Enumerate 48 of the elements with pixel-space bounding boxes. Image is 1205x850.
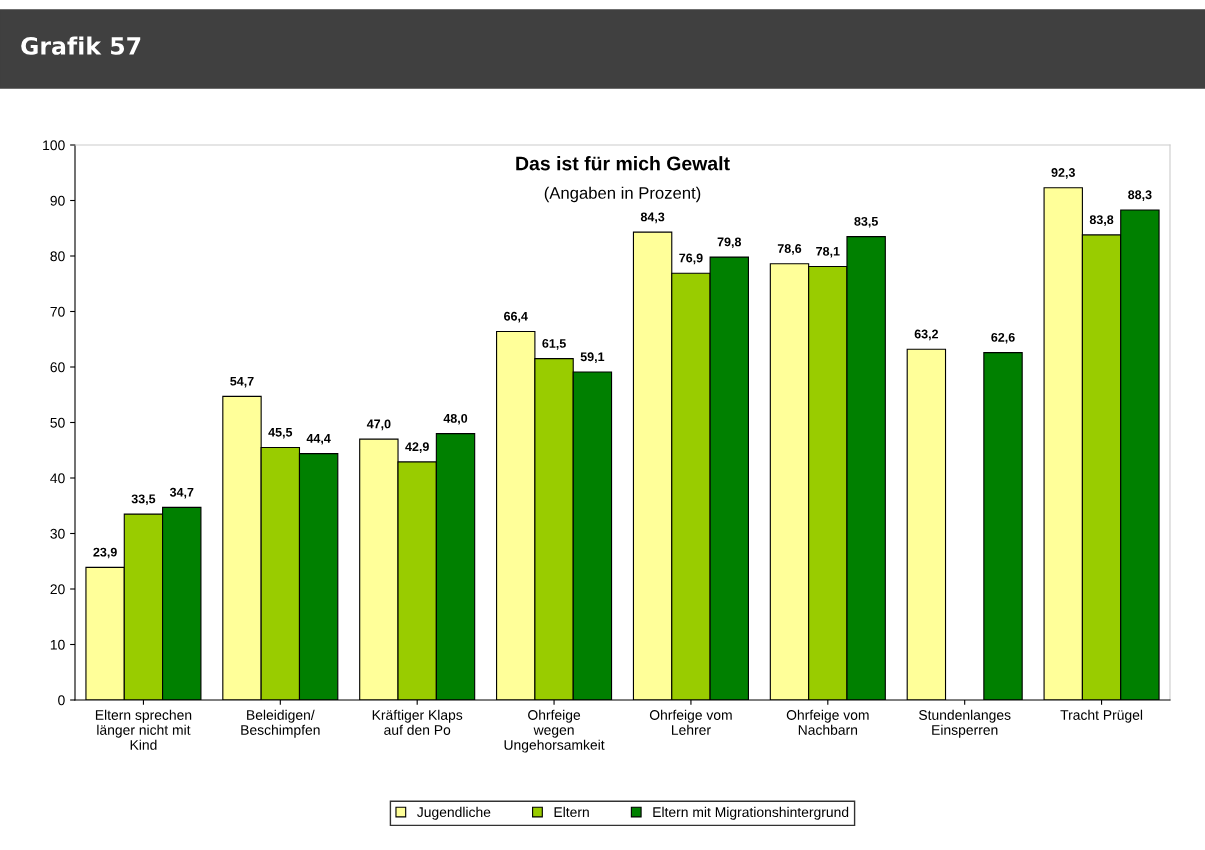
y-tick-label: 40: [50, 473, 65, 484]
data-label: 47,0: [366, 419, 391, 431]
data-label: 45,5: [268, 427, 293, 439]
x-tick-label: Beleidigen/ Beschimpfen: [241, 709, 320, 738]
data-label: 48,0: [443, 413, 468, 425]
x-tick-label: Ohrfeige vom Lehrer: [649, 709, 732, 735]
x-tick-label: Stundenlanges Einsperren: [918, 709, 1011, 738]
data-label: 42,9: [405, 442, 429, 453]
data-label: 63,2: [914, 329, 939, 341]
x-tick-label: Eltern sprechen länger nicht mit Kind: [95, 709, 192, 750]
data-label: 33,5: [131, 494, 156, 506]
x-tick-label: Kräftiger Klaps auf den Po: [372, 709, 463, 735]
legend-label: Jugendliche: [417, 806, 491, 820]
y-tick-label: 80: [50, 251, 65, 262]
data-label: 66,4: [504, 311, 528, 323]
text: Grafik 57: [21, 36, 141, 55]
data-label: 92,3: [1051, 168, 1075, 179]
data-label: 62,6: [991, 332, 1015, 344]
y-tick-label: 10: [50, 639, 65, 650]
data-label: 78,1: [816, 246, 840, 258]
data-label: 44,4: [306, 434, 331, 445]
data-label: 88,3: [1128, 190, 1152, 201]
data-label: 79,8: [717, 237, 742, 249]
chart-title: Das ist für mich Gewalt: [516, 156, 730, 171]
y-tick-label: 70: [50, 306, 65, 317]
y-tick-label: 30: [50, 528, 65, 539]
text: (Angaben in Prozent): [544, 186, 701, 203]
data-label: 61,5: [542, 339, 566, 350]
data-label: 78,6: [777, 244, 802, 255]
y-tick-label: 100: [43, 140, 65, 151]
data-label: 59,1: [580, 352, 605, 363]
y-tick-label: 90: [50, 195, 65, 206]
data-label: 83,8: [1089, 215, 1114, 226]
y-tick-label: 20: [50, 584, 65, 595]
x-tick-label: Ohrfeige vom Nachbarn: [786, 709, 869, 735]
x-tick-label: Tracht Prügel: [1060, 709, 1143, 723]
x-tick-label: Ohrfeige wegen Ungehorsamkeit: [504, 709, 605, 753]
data-label: 83,5: [854, 216, 878, 228]
legend-label: Eltern mit Migrationshintergrund: [653, 806, 849, 820]
y-tick-label: 50: [50, 417, 65, 428]
data-label: 84,3: [640, 212, 665, 224]
data-label: 34,7: [169, 487, 194, 499]
legend-label: Eltern: [554, 806, 589, 818]
y-tick-label: 60: [50, 362, 65, 373]
data-label: 23,9: [93, 547, 117, 559]
data-label: 76,9: [679, 253, 703, 265]
data-label: 54,7: [230, 376, 254, 388]
y-tick-label: 0: [58, 695, 65, 706]
